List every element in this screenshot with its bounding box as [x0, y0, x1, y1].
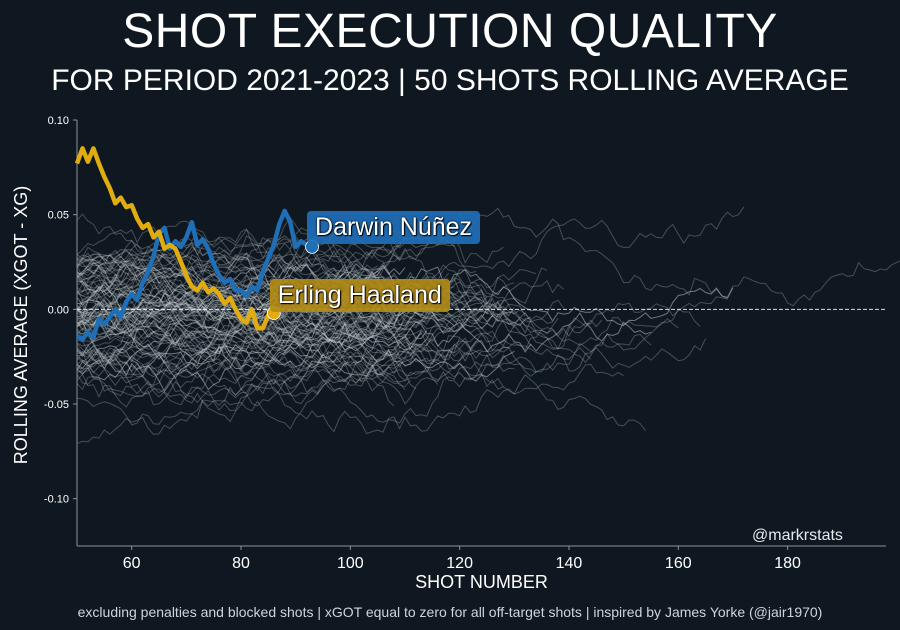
background-series-line: [76, 314, 531, 371]
background-series-line: [76, 346, 537, 382]
background-series-line: [76, 331, 646, 435]
background-series-line: [76, 336, 707, 405]
x-tick-label: 60: [123, 555, 141, 572]
x-tick-label: 140: [556, 555, 583, 572]
background-series-line: [76, 322, 378, 381]
background-series-line: [76, 331, 493, 445]
background-series-line: [76, 287, 564, 347]
x-tick-label: 120: [446, 555, 473, 572]
background-series-line: [76, 256, 384, 299]
background-series-line: [76, 315, 422, 370]
chart-title: SHOT EXECUTION QUALITY: [122, 5, 778, 58]
background-series-line: [76, 344, 384, 379]
x-tick-label: 160: [665, 555, 692, 572]
background-series-line: [76, 252, 515, 354]
background-series-line: [76, 294, 701, 346]
background-series-line: [76, 297, 679, 355]
series-line-erling-haaland: [74, 146, 275, 331]
background-series-line: [76, 313, 406, 391]
background-series-line: [76, 357, 395, 407]
credit-handle: @markrstats: [752, 527, 843, 544]
background-series-line: [76, 243, 477, 278]
background-series-line: [76, 269, 378, 346]
background-series-line: [76, 344, 624, 395]
background-series-line: [76, 223, 444, 296]
background-series-line: [76, 314, 531, 371]
background-series-line: [76, 336, 411, 426]
x-tick-label: 100: [337, 555, 364, 572]
background-series-line: [76, 207, 900, 307]
label-darwin-nunez: Darwin Núñez: [307, 210, 481, 244]
y-tick-label: -0.10: [44, 494, 69, 506]
background-series-line: [76, 277, 428, 348]
background-series-line: [76, 303, 422, 393]
chart-subtitle: FOR PERIOD 2021-2023 | 50 SHOTS ROLLING …: [51, 64, 849, 97]
background-series-line: [76, 315, 417, 399]
x-tick-label: 80: [232, 555, 250, 572]
background-series-line: [76, 299, 427, 382]
background-series-line: [76, 296, 362, 327]
background-series-line: [76, 301, 422, 375]
background-series-line: [76, 277, 428, 348]
background-series-line: [76, 329, 482, 377]
background-series-line: [76, 322, 378, 381]
background-series-line: [76, 317, 482, 375]
background-series-line: [76, 306, 417, 360]
background-series-line: [76, 291, 460, 353]
background-series-line: [76, 332, 504, 388]
background-series-line: [76, 288, 603, 383]
y-tick-label: 0.05: [48, 210, 69, 222]
background-series-line: [76, 344, 384, 379]
y-tick-label: 0.00: [48, 304, 69, 316]
y-tick-label: -0.05: [44, 399, 69, 411]
background-series-line: [76, 296, 362, 327]
background-series-line: [76, 304, 422, 362]
background-series-line: [76, 265, 461, 353]
x-tick-label: 180: [774, 555, 801, 572]
background-series-line: [76, 275, 515, 382]
background-series-line: [76, 275, 515, 382]
background-series-line: [76, 360, 411, 430]
background-series-line: [76, 271, 526, 339]
background-series-line: [76, 303, 422, 393]
series-line-darwin-nunez: [75, 208, 313, 342]
background-series-line: [76, 296, 384, 355]
background-series-line: [76, 315, 422, 370]
background-series-line: [76, 213, 482, 301]
footer-note: excluding penalties and blocked shots | …: [77, 604, 823, 620]
y-axis-label: ROLLING AVERAGE (XGOT - XG): [11, 186, 31, 464]
background-series-line: [76, 337, 509, 423]
y-tick-label: 0.10: [48, 115, 69, 127]
background-series-line: [76, 349, 439, 406]
background-series-line: [76, 222, 428, 298]
background-series-line: [76, 310, 592, 374]
x-axis-label: SHOT NUMBER: [415, 572, 548, 592]
background-series-line: [76, 351, 515, 424]
background-series-line: [76, 325, 455, 377]
background-series-line: [76, 301, 455, 386]
background-series-line: [76, 291, 368, 337]
background-series-line: [76, 255, 591, 357]
label-erling-haaland: Erling Haaland: [269, 279, 450, 313]
